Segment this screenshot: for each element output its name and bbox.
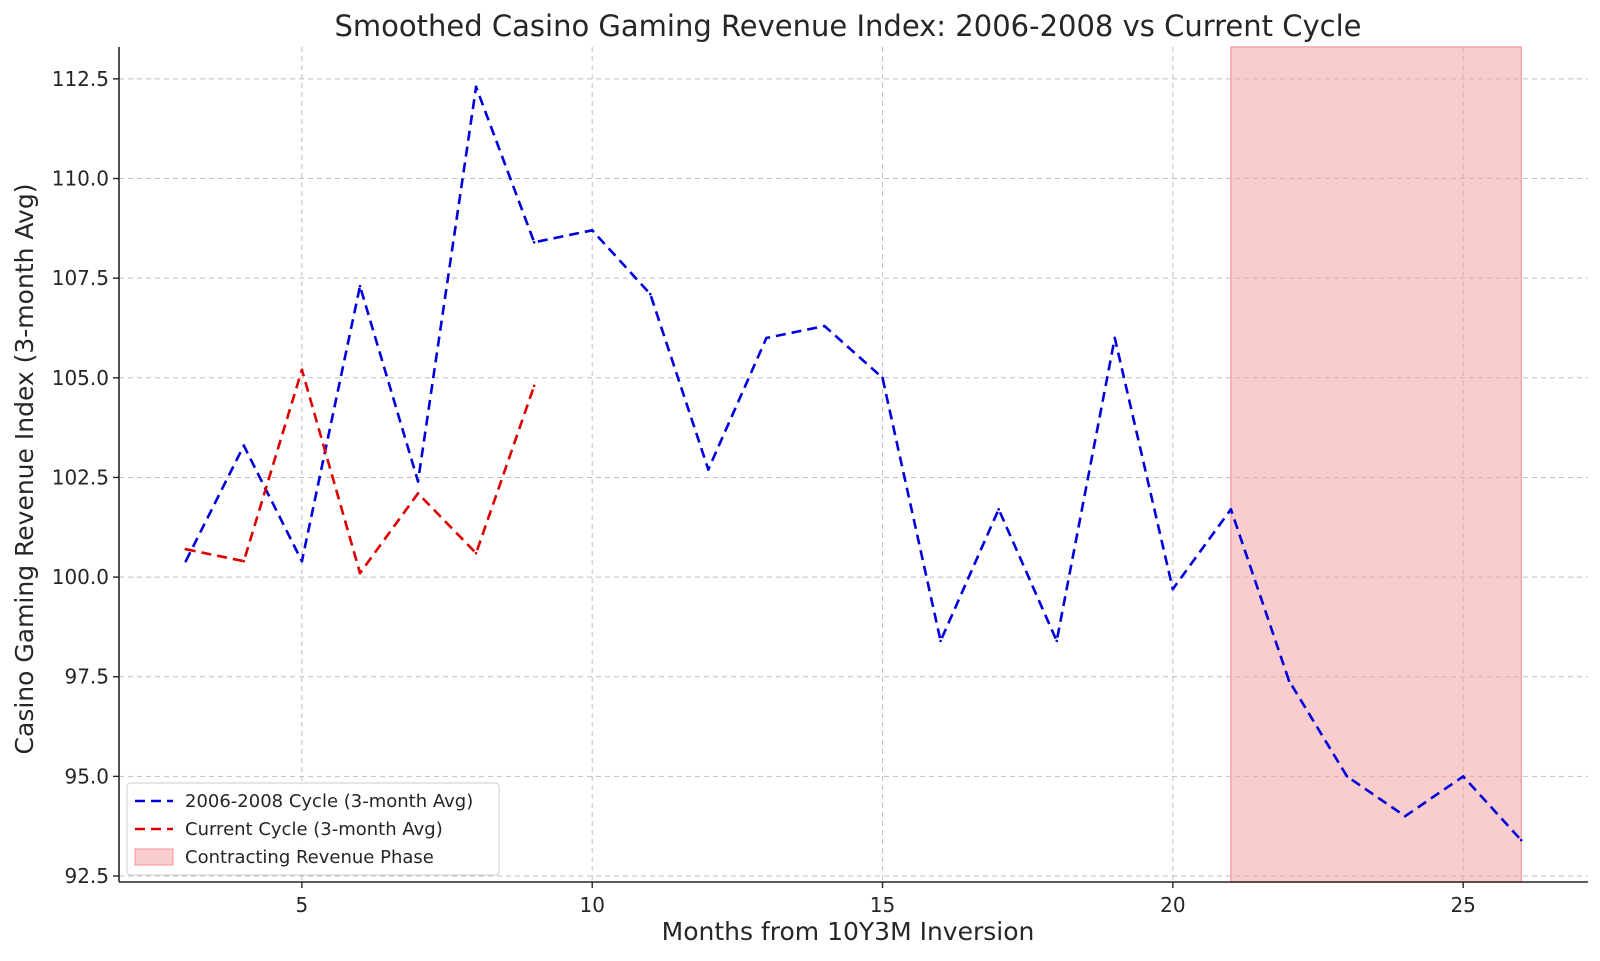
data-point [939, 639, 942, 643]
y-tick-label: 105.0 [52, 366, 109, 390]
legend-label: 2006-2008 Cycle (3-month Avg) [185, 791, 473, 812]
tick-labels: 5 10 15 20 25 92.5 95.0 97.5 100.0 102.5 105.0 107.… [52, 67, 1476, 917]
x-tick-label: 5 [296, 893, 309, 917]
data-point [707, 468, 710, 471]
y-tick-label: 95.0 [64, 764, 109, 788]
x-axis-label: Months from 10Y3M Inversion [662, 917, 1035, 946]
y-tick-label: 110.0 [52, 167, 109, 191]
y-tick-label: 92.5 [64, 864, 109, 888]
series-line-2 [185, 368, 536, 575]
data-point [474, 551, 478, 555]
legend-label: Current Cycle (3-month Avg) [185, 819, 443, 840]
chart-title: Smoothed Casino Gaming Revenue Index: 20… [335, 9, 1362, 43]
data-point [532, 384, 536, 388]
legend-label: Contracting Revenue Phase [185, 847, 434, 868]
data-point [184, 559, 188, 563]
axes [113, 47, 1588, 888]
legend-box [126, 782, 500, 876]
data-point [416, 480, 420, 483]
y-tick-label: 102.5 [52, 465, 109, 489]
x-tick-label: 10 [579, 893, 604, 917]
data-point [1461, 775, 1465, 778]
data-point [184, 547, 188, 551]
series-lines [184, 85, 1523, 842]
data-point [300, 559, 304, 563]
data-point [765, 336, 768, 340]
data-point [1403, 814, 1407, 818]
legend: 2006-2008 Cycle (3-month Avg) Current Cyc… [126, 782, 500, 876]
data-point [474, 85, 478, 89]
data-point [416, 492, 420, 495]
data-point [300, 368, 304, 372]
y-tick-label: 107.5 [52, 266, 109, 290]
data-point [358, 571, 362, 575]
legend-patch-swatch [134, 848, 174, 866]
data-point [590, 229, 594, 232]
x-tick-label: 20 [1160, 893, 1185, 917]
data-point [1171, 587, 1175, 591]
x-tick-label: 15 [870, 893, 895, 917]
data-point [1287, 679, 1291, 683]
series-line-1 [184, 85, 1523, 842]
y-tick-label: 112.5 [52, 67, 109, 91]
data-point [242, 444, 246, 447]
data-point [881, 376, 884, 380]
data-point [242, 559, 246, 563]
data-point [1519, 838, 1523, 842]
data-point [1055, 639, 1059, 643]
y-tick-label: 100.0 [52, 565, 109, 589]
data-point [1229, 508, 1233, 511]
y-axis-label: Casino Gaming Revenue Index (3-month Avg… [10, 184, 39, 755]
data-point [358, 284, 362, 288]
data-point [823, 324, 826, 328]
data-point [648, 292, 652, 296]
data-point [1113, 336, 1117, 340]
data-point [997, 508, 1000, 511]
data-point [1345, 775, 1349, 778]
shaded-regions [1230, 46, 1522, 883]
shaded-region [1230, 46, 1522, 883]
y-tick-label: 97.5 [64, 665, 109, 689]
data-point [532, 240, 536, 244]
x-tick-label: 25 [1450, 893, 1475, 917]
